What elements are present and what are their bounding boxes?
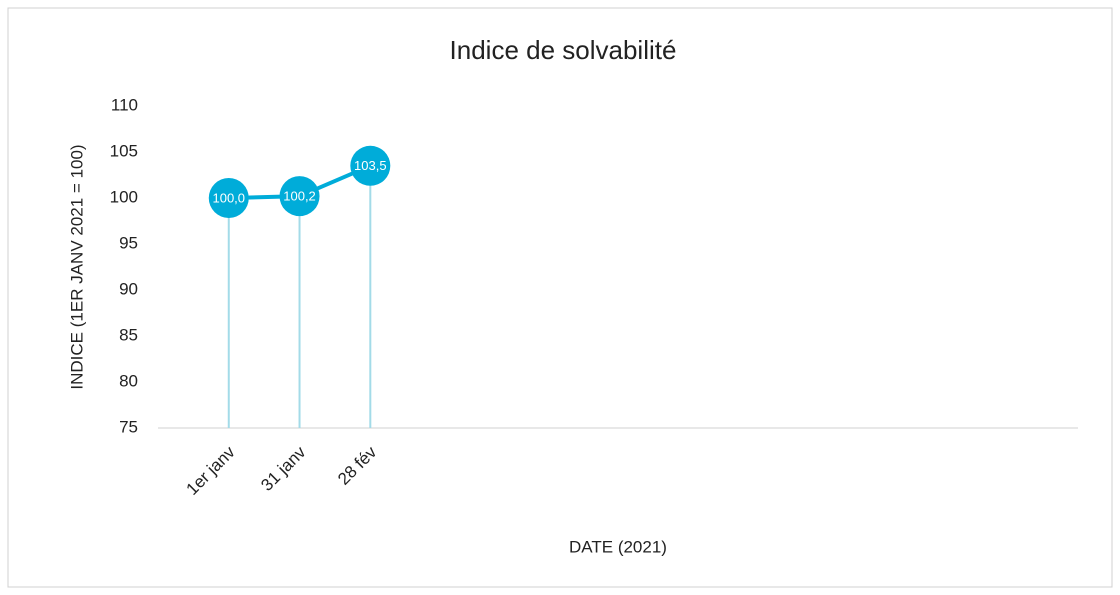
y-tick-label: 105 [110,141,138,160]
y-tick-label: 75 [119,417,138,436]
y-tick-label: 95 [119,233,138,252]
chart-title: Indice de solvabilité [450,35,677,65]
x-axis-label: DATE (2021) [569,537,667,556]
marker [208,178,249,218]
value-label: 100,2 [283,189,316,204]
marker [350,145,391,186]
y-tick-label: 110 [111,95,138,114]
y-axis-label: INDICE (1ER JANV 2021 = 100) [67,144,86,389]
value-label: 100,0 [212,190,245,205]
chart-frame [7,7,1113,588]
value-label: 103,5 [354,158,387,173]
marker [279,176,320,217]
y-tick-label: 100 [110,187,138,206]
y-tick-label: 90 [119,279,138,298]
y-tick-label: 85 [119,325,138,344]
y-tick-label: 80 [119,371,138,390]
